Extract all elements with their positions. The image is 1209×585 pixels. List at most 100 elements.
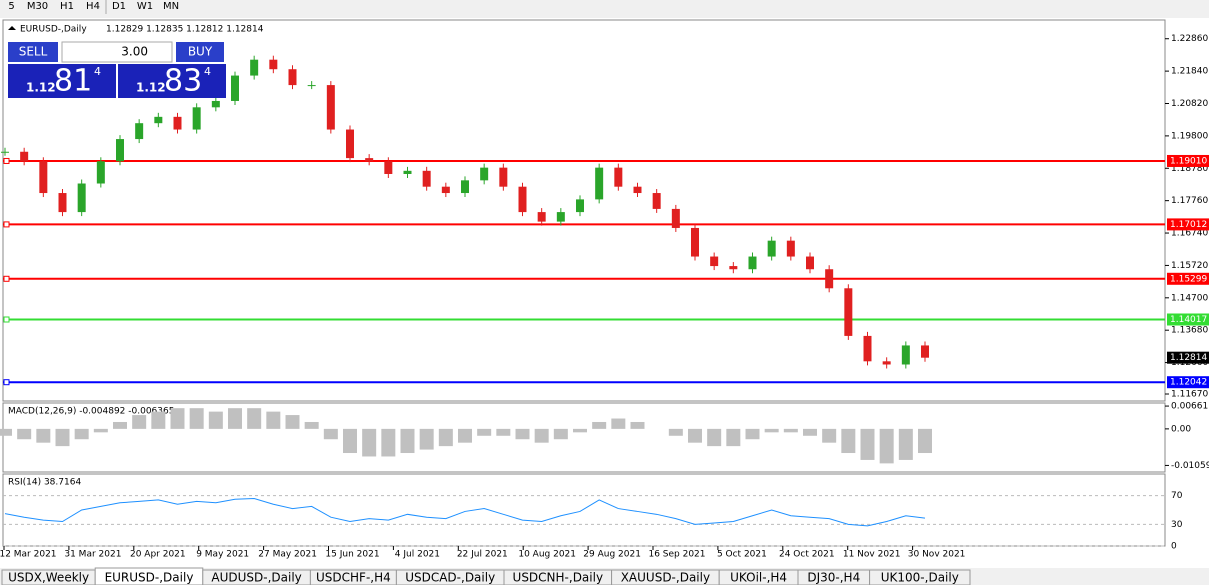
macd-bar bbox=[573, 428, 587, 433]
candle bbox=[729, 266, 738, 270]
current-price-label: 1.12814 bbox=[1170, 353, 1207, 363]
rsi-panel bbox=[2, 473, 1166, 547]
current-price-box bbox=[1167, 351, 1209, 364]
candle bbox=[403, 170, 412, 174]
candle bbox=[365, 158, 374, 162]
y-tick-label: 1.20820 bbox=[1171, 99, 1208, 109]
buy-button[interactable] bbox=[176, 42, 224, 62]
y-tick-label: 1.13680 bbox=[1171, 326, 1208, 336]
level-handle[interactable] bbox=[3, 221, 10, 228]
level-handle[interactable] bbox=[3, 316, 10, 323]
level-label: 1.15299 bbox=[1170, 274, 1207, 284]
level-handle[interactable] bbox=[3, 379, 10, 386]
tab[interactable] bbox=[869, 569, 971, 585]
candle bbox=[231, 75, 239, 101]
sell-label[interactable]: SELL bbox=[19, 45, 48, 59]
candle bbox=[518, 186, 527, 213]
candle bbox=[461, 180, 469, 194]
macd-bar bbox=[419, 428, 434, 450]
x-tick-label: 11 Nov 2021 bbox=[843, 550, 901, 560]
candle bbox=[288, 69, 297, 86]
tab-label[interactable]: USDCNH-,Daily bbox=[513, 571, 604, 585]
x-tick-label: 20 Apr 2021 bbox=[130, 550, 186, 560]
y-tick-label: 0 bbox=[1171, 542, 1177, 552]
macd-bar bbox=[764, 428, 779, 433]
bid-box[interactable] bbox=[8, 64, 116, 98]
level-handle[interactable] bbox=[3, 275, 10, 282]
candle bbox=[384, 161, 393, 174]
ask-big: 1.12 bbox=[136, 81, 166, 95]
tab-label[interactable]: DJ30-,H4 bbox=[807, 571, 860, 585]
tab-label[interactable]: UKOil-,H4 bbox=[730, 571, 787, 585]
macd-bar bbox=[266, 411, 281, 429]
tab-label[interactable]: XAUUSD-,Daily bbox=[621, 571, 710, 585]
candle bbox=[576, 199, 584, 213]
rsi-label: RSI(14) 38.7164 bbox=[8, 478, 81, 488]
y-tick-label: 1.11670 bbox=[1171, 390, 1208, 400]
candle bbox=[671, 208, 680, 228]
tab-label[interactable]: USDCHF-,H4 bbox=[316, 571, 391, 585]
candle bbox=[480, 167, 489, 181]
bid-big: 1.12 bbox=[26, 81, 56, 95]
candle bbox=[20, 151, 29, 162]
x-tick-label: 10 Aug 2021 bbox=[518, 550, 576, 560]
timeframe-button[interactable]: MN bbox=[163, 1, 179, 12]
x-tick-label: 15 Jun 2021 bbox=[325, 550, 379, 560]
y-tick-label: 1.22860 bbox=[1171, 34, 1208, 44]
tab-label[interactable]: USDX,Weekly bbox=[8, 571, 89, 585]
macd-bar bbox=[189, 408, 204, 429]
candle bbox=[173, 116, 182, 130]
tab-label[interactable]: UK100-,Daily bbox=[881, 571, 959, 585]
ask-box[interactable] bbox=[118, 64, 226, 98]
volume[interactable]: 3.00 bbox=[121, 45, 148, 59]
candle bbox=[441, 186, 450, 194]
macd-bar bbox=[247, 408, 262, 429]
timeframe-button[interactable]: D1 bbox=[112, 1, 126, 12]
timeframe-button[interactable]: 5 bbox=[8, 1, 14, 12]
x-tick-label: 5 Oct 2021 bbox=[717, 550, 767, 560]
rsi-line bbox=[4, 497, 926, 527]
candle bbox=[921, 345, 929, 358]
candle bbox=[901, 345, 910, 365]
tab-label[interactable]: EURUSD-,Daily bbox=[105, 571, 194, 585]
timeframe-button[interactable]: H1 bbox=[60, 1, 74, 12]
buy-label[interactable]: BUY bbox=[188, 45, 213, 59]
level-label-box bbox=[1167, 313, 1209, 326]
y-tick-label: 1.19800 bbox=[1171, 131, 1208, 141]
macd-bar bbox=[323, 428, 338, 440]
macd-bar bbox=[611, 418, 626, 429]
candle bbox=[786, 240, 795, 257]
tab-label[interactable]: USDCAD-,Daily bbox=[405, 571, 495, 585]
macd-bar bbox=[36, 428, 51, 443]
candle bbox=[39, 161, 48, 194]
sell-button[interactable] bbox=[8, 42, 58, 62]
timeframe-button[interactable]: H4 bbox=[86, 1, 100, 12]
volume-box[interactable] bbox=[61, 41, 173, 63]
level-handle[interactable] bbox=[3, 157, 10, 164]
candle bbox=[346, 129, 354, 159]
macd-bar bbox=[841, 428, 856, 454]
bid-pips: 81 bbox=[54, 64, 92, 99]
macd-bar bbox=[668, 428, 683, 436]
ask-frac: 4 bbox=[204, 65, 211, 78]
macd-bar bbox=[707, 428, 722, 447]
macd-bar bbox=[592, 421, 607, 429]
candle bbox=[691, 227, 699, 257]
x-tick-label: 30 Nov 2021 bbox=[908, 550, 966, 560]
collapse-icon[interactable] bbox=[8, 26, 16, 30]
macd-bar bbox=[898, 428, 913, 460]
candle bbox=[307, 85, 316, 87]
timeframe-button[interactable]: W1 bbox=[137, 1, 153, 12]
tab-label[interactable]: AUDUSD-,Daily bbox=[211, 571, 301, 585]
candle bbox=[806, 256, 814, 270]
level-label-box bbox=[1167, 154, 1209, 167]
candle bbox=[863, 335, 872, 362]
macd-bar bbox=[534, 428, 549, 443]
candle bbox=[96, 161, 105, 184]
candle bbox=[211, 100, 220, 108]
y-tick-label: 1.21840 bbox=[1171, 67, 1208, 77]
timeframe-button[interactable]: M30 bbox=[27, 1, 48, 12]
candle bbox=[250, 59, 259, 76]
candle bbox=[595, 167, 604, 200]
candle bbox=[154, 116, 163, 124]
